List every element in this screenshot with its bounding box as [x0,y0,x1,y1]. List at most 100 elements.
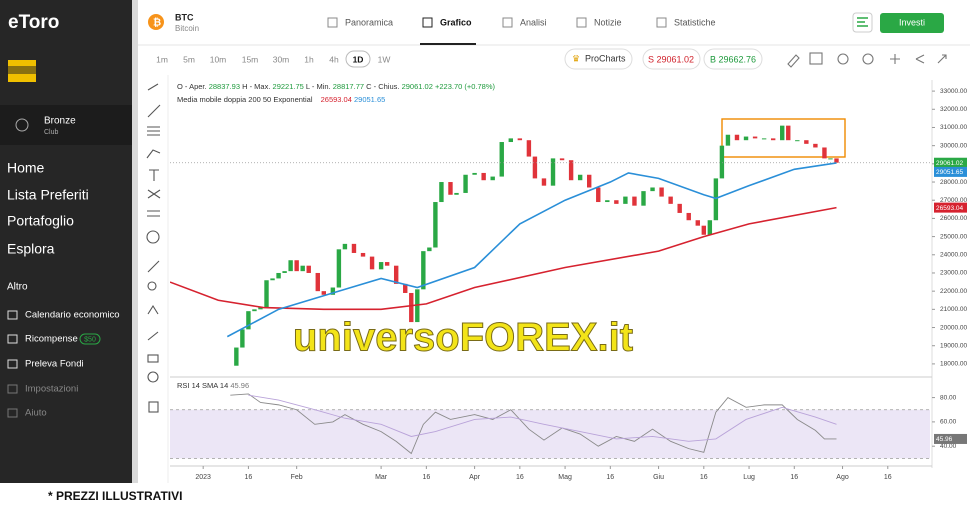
fullscreen-icon[interactable] [937,54,947,64]
tool[interactable] [149,169,159,181]
menu-item[interactable]: Impostazioni [25,384,78,395]
user-box[interactable] [0,105,132,145]
btc-icon [148,14,164,30]
candle [369,256,375,270]
disclaimer: * PREZZI ILLUSTRATIVI [48,489,182,503]
nav-item[interactable]: Portafoglio [7,213,74,229]
rsi-band [170,409,930,459]
tool[interactable] [146,149,161,159]
tool[interactable] [147,83,159,91]
candle [384,262,390,266]
tool[interactable] [146,230,160,244]
timeframe[interactable]: 10m [210,54,227,64]
timeframe[interactable]: 15m [242,54,259,64]
candle [276,272,281,279]
draw-icon[interactable] [787,54,800,68]
y-tick-label: 25000.00 [940,233,967,240]
tab[interactable]: Panoramica [345,17,393,27]
y-tick-label: 33000.00 [940,88,967,95]
candle [234,347,239,366]
candle [288,260,293,272]
tool[interactable] [147,304,159,315]
timeframe[interactable]: 1h [304,54,314,64]
tool[interactable] [147,354,159,363]
y-tick-label: 30000.00 [940,142,967,149]
x-tick-label: Ago [836,474,849,481]
tool[interactable] [147,281,157,291]
nav-item[interactable]: Home [7,160,45,176]
menu-item[interactable]: Aiuto [25,408,47,419]
candle [743,136,749,141]
candle [252,309,257,312]
price-tag [934,202,967,213]
candle [258,307,263,310]
candle [532,156,538,179]
settings-icon[interactable] [837,53,849,65]
menu-item[interactable]: Calendario economico [25,310,120,321]
candle [360,252,366,257]
tool[interactable] [147,189,161,199]
tab[interactable]: Grafico [440,17,472,27]
candle [632,196,637,206]
x-tick-label: Giu [653,474,664,481]
buy-button[interactable] [703,48,763,70]
camera-icon[interactable] [862,53,874,65]
tab[interactable]: Statistiche [674,17,716,27]
logo[interactable]: eToro [8,12,59,33]
tool[interactable] [147,331,159,341]
menu-item[interactable]: Preleva Fondi [25,359,84,370]
nav-item[interactable]: Lista Preferiti [7,187,89,203]
timeframe[interactable]: 30m [273,54,290,64]
candle [725,134,731,146]
timeframe[interactable]: 5m [183,54,195,64]
tool[interactable] [147,260,160,273]
add-icon[interactable] [890,54,900,64]
y-tick-label: 40.00 [940,443,957,450]
candle [403,283,408,293]
share-icon[interactable] [915,54,925,64]
sell-button[interactable] [642,48,701,70]
candle [351,243,357,253]
indicator-legend: Media mobile doppia 200 50 Exponential 2… [177,95,385,104]
tool[interactable] [147,126,160,136]
ohlc-change: +223.70 (+0.78%) [435,82,496,91]
candle [641,191,646,206]
price-tag [934,433,967,444]
ohlc-value: 29221.75 [273,82,304,91]
tool[interactable] [148,401,159,413]
tab-icon [502,17,513,28]
layout-icon[interactable] [809,52,823,65]
procharts-button[interactable] [564,48,633,70]
timeframe[interactable]: 1m [156,54,168,64]
y-tick-label: 28000.00 [940,179,967,186]
y-tick-label: 80.00 [940,394,957,401]
timeframe[interactable]: 4h [329,54,339,64]
candle [427,247,432,252]
tab[interactable]: Analisi [520,17,547,27]
tool[interactable] [147,371,159,383]
tab[interactable]: Notizie [594,17,622,27]
candle [481,172,486,181]
tool[interactable] [147,104,161,118]
x-tick-label: 2023 [195,474,211,481]
invest-button[interactable] [880,13,944,33]
timeframe[interactable]: 1W [378,54,391,64]
drawing-tools [146,83,161,413]
series-line [248,394,837,442]
rsi-legend: RSI 14 SMA 14 45.96 [177,381,249,390]
timeframe[interactable]: 1D [353,54,364,64]
buy-price: B 29662.76 [710,54,756,64]
nav-item[interactable]: Esplora [7,241,55,257]
candle [719,145,725,179]
section-title: Altro [7,282,28,293]
x-tick-label: Lug [743,474,755,481]
y-tick-label: 60.00 [940,419,957,426]
y-tick-label: 24000.00 [940,252,967,259]
menu-icon [7,384,18,394]
tool[interactable] [147,210,160,217]
candle [282,271,287,273]
menu-item[interactable]: Ricompense [25,334,78,345]
candle [828,158,833,160]
user-tier: Bronze [44,116,76,127]
indicator-label: Media mobile doppia 200 50 Exponential [177,95,313,104]
